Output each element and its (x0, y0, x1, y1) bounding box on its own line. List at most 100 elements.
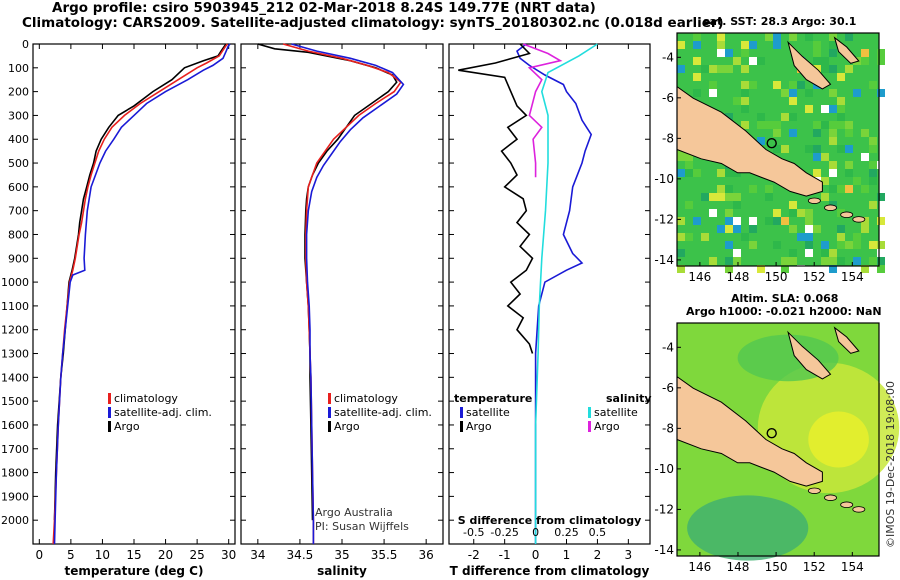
map-sst-pixel (821, 257, 829, 265)
map-sst-pixel (837, 105, 845, 113)
map-sst-pixel (693, 33, 701, 41)
map-sst-pixel (725, 225, 733, 233)
map-sst-pixel (805, 33, 813, 41)
header-line2: Climatology: CARS2009. Satellite-adjuste… (22, 15, 724, 31)
map-sst (676, 32, 885, 273)
legend-sal-clim-swatch (328, 393, 331, 404)
map-sst-pixel (677, 153, 685, 161)
map-sst-pixel (789, 113, 797, 121)
map-sst-pixel (789, 81, 797, 89)
map-sst-pixel (773, 209, 781, 217)
x-tick-label-sal: 35.5 (371, 548, 398, 562)
legend-diff-t-sat-swatch (460, 407, 463, 418)
map-sst-lat-label: -8 (662, 131, 674, 145)
map-sst-pixel (749, 225, 757, 233)
map-sst-pixel (797, 209, 805, 217)
legend-sal-argo-label: Argo (334, 420, 360, 433)
map-sla-lon-label: 148 (727, 560, 750, 574)
legend-temp-argo-swatch (108, 421, 111, 432)
series-diff-t-satellite (516, 43, 593, 544)
map-sst-pixel (837, 145, 845, 153)
map-sst-pixel (845, 161, 853, 169)
map-sst-pixel (829, 249, 837, 257)
map-sst-pixel (821, 57, 829, 65)
map-sst-pixel (709, 65, 717, 73)
x2-tick-label: 0 (532, 526, 539, 539)
map-sst-pixel (741, 89, 749, 97)
map-sst-pixel (821, 121, 829, 129)
map-sst-pixel (725, 65, 733, 73)
map-sst-pixel (861, 217, 869, 225)
map-sst-pixel (813, 49, 821, 57)
map-sst-pixel (709, 81, 717, 89)
map-sst-pixel (813, 121, 821, 129)
map-sst-pixel (693, 73, 701, 81)
map-sst-pixel (781, 89, 789, 97)
y-tick-label: 1100 (1, 300, 29, 313)
map-sst-pixel (805, 217, 813, 225)
map-sst-pixel (757, 137, 765, 145)
map-sst-pixel (781, 257, 789, 265)
map-sla-land-new-britain (787, 330, 832, 380)
map-sst-land-islet (852, 216, 866, 223)
map-sst-land-islet (824, 204, 837, 211)
x-tick-label-diff: -2 (468, 548, 480, 562)
y-tick-label: 1900 (1, 490, 29, 503)
map-sst-lon-label: 150 (765, 270, 788, 284)
map-sst-pixel (869, 145, 877, 153)
map-sst-pixel (741, 97, 749, 105)
map-sla-lat-label: -12 (654, 502, 674, 516)
map-sst-pixel (741, 41, 749, 49)
x-tick-label-diff: 3 (625, 548, 633, 562)
annotation-agency: Argo Australia (315, 506, 393, 519)
legend-diff-t-sat-label: satellite (466, 406, 510, 419)
map-sla-lat-label: -4 (662, 340, 674, 354)
y-tick-label: 500 (8, 157, 29, 170)
x-tick-label-diff: 2 (594, 548, 602, 562)
legend-diff-s-argo-label: Argo (594, 420, 620, 433)
y-tick-label: 100 (8, 62, 29, 75)
legend-temp-clim-label: climatology (114, 392, 178, 405)
map-sst-pixel (789, 209, 797, 217)
map-sst-pixel (709, 193, 717, 201)
map-sst-pixel (877, 249, 885, 257)
map-sst-pixel (837, 225, 845, 233)
map-sst-pixel (845, 121, 853, 129)
map-sst-land-islet (840, 211, 854, 218)
map-sst-pixel (781, 217, 789, 225)
map-sst-pixel (757, 265, 765, 273)
map-sst-pixel (789, 249, 797, 257)
map-sst-pixel (829, 65, 837, 73)
header-line1: Argo profile: csiro 5903945_212 02-Mar-2… (52, 0, 596, 16)
map-sla (676, 322, 900, 561)
map-sst-pixel (829, 129, 837, 137)
map-sst-pixel (837, 121, 845, 129)
x2-axis-label: S difference from climatology (458, 514, 642, 527)
map-sst-pixel (821, 241, 829, 249)
map-sst-pixel (837, 113, 845, 121)
series-diff-s-satellite (534, 43, 598, 544)
y-tick-label: 1200 (1, 324, 29, 337)
map-sst-pixel (733, 57, 741, 65)
series-sal-climatology (282, 43, 403, 544)
plot-frame-sal (240, 43, 444, 545)
map-sla-lat-label: -10 (654, 462, 674, 476)
y-tick-label: 800 (8, 228, 29, 241)
map-sst-pixel (677, 169, 685, 177)
map-sst-pixel (853, 257, 861, 265)
map-sst-pixel (837, 97, 845, 105)
map-sst-pixel (757, 121, 765, 129)
map-sst-pixel (877, 241, 885, 249)
map-sst-pixel (805, 249, 813, 257)
map-sst-pixel (805, 225, 813, 233)
map-sst-pixel (693, 57, 701, 65)
y-tick-label: 1300 (1, 348, 29, 361)
map-sst-pixel (781, 145, 789, 153)
legend-sal-sat-label: satellite-adj. clim. (334, 406, 432, 419)
map-sst-pixel (877, 265, 885, 273)
map-sst-pixel (845, 169, 853, 177)
map-sst-pixel (829, 33, 837, 41)
map-sst-pixel (725, 193, 733, 201)
legend-diff-s-argo-swatch (588, 421, 591, 432)
